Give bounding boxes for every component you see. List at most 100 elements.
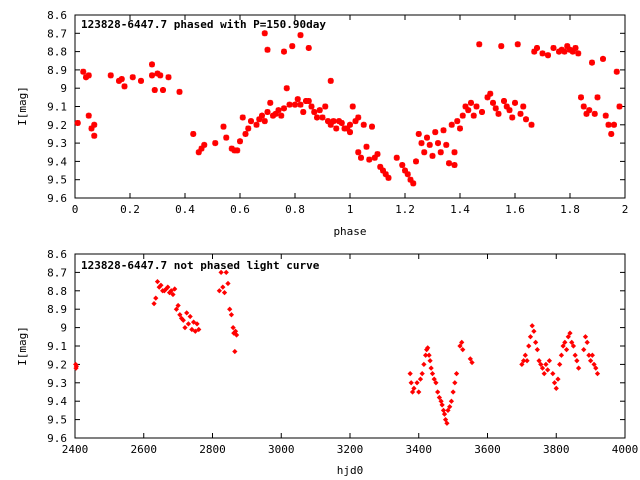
data-point — [421, 149, 428, 156]
data-point — [428, 365, 434, 371]
data-point — [594, 94, 601, 101]
data-point — [278, 112, 285, 119]
data-point — [399, 162, 406, 169]
data-point — [527, 334, 534, 340]
data-point — [369, 123, 375, 130]
data-point — [460, 347, 466, 353]
data-point — [184, 310, 190, 316]
data-point — [225, 280, 231, 287]
data-point — [435, 140, 441, 147]
axis-ticks: 0 0.2 0.4 0.6 0.8 1 1.2 1.4 1.6 1.8 2 8.6 8.7 8.8 8.9 9… — [47, 9, 628, 216]
data-point — [218, 269, 224, 276]
data-point — [429, 370, 436, 377]
data-point — [469, 359, 475, 366]
data-point — [382, 171, 389, 178]
data-point — [198, 145, 205, 152]
data-point — [536, 358, 542, 364]
data-point — [182, 324, 188, 331]
data-point — [558, 352, 565, 358]
data-point — [138, 77, 144, 84]
data-point — [407, 176, 414, 183]
data-point — [300, 108, 307, 115]
data-point — [574, 358, 580, 364]
data-point — [305, 44, 312, 51]
data-point — [330, 118, 337, 125]
data-point — [333, 125, 340, 132]
data-point — [562, 339, 568, 345]
data-point — [605, 121, 612, 128]
y-tick-label: 8.7 — [47, 266, 67, 279]
data-point — [514, 41, 521, 48]
x-tick-label: 1 — [347, 203, 354, 216]
data-point — [264, 46, 271, 53]
data-point — [459, 112, 466, 119]
data-point — [154, 278, 161, 285]
data-point — [355, 114, 362, 121]
x-tick-label: 0.8 — [285, 203, 305, 216]
data-point — [426, 141, 433, 148]
data-point — [189, 326, 195, 333]
data-point — [444, 420, 450, 426]
data-point — [470, 112, 477, 119]
data-point — [534, 44, 540, 51]
x-tick-label: 3600 — [474, 443, 501, 456]
unphased-light-curve-plot: 123828-6447.7 not phased light curve hjd… — [16, 248, 638, 477]
data-point — [91, 121, 98, 128]
data-point — [569, 339, 575, 345]
data-point — [561, 48, 568, 55]
data-point — [196, 326, 202, 333]
data-point — [572, 352, 578, 358]
data-point — [459, 339, 465, 345]
data-point — [558, 46, 565, 53]
x-tick-label: 0.4 — [175, 203, 195, 216]
chart-title: 123828-6447.7 not phased light curve — [81, 259, 320, 272]
data-point — [575, 365, 582, 371]
data-point — [176, 88, 183, 95]
data-point — [223, 269, 229, 276]
y-axis-label: I[mag] — [16, 326, 29, 366]
data-point — [462, 103, 469, 110]
data-point — [528, 121, 535, 128]
data-point — [74, 119, 81, 126]
data-point — [264, 108, 271, 115]
data-point — [216, 288, 222, 294]
data-point — [413, 158, 419, 165]
data-point — [149, 72, 155, 79]
data-point — [245, 125, 252, 132]
data-point — [393, 154, 400, 161]
data-point — [149, 61, 155, 68]
data-point — [371, 154, 378, 161]
y-tick-label: 9.3 — [47, 137, 67, 150]
data-point — [533, 339, 539, 345]
x-tick-label: 3400 — [406, 443, 433, 456]
x-tick-label: 0.6 — [230, 203, 250, 216]
data-point — [118, 76, 125, 83]
data-point — [212, 140, 219, 147]
data-point — [503, 103, 510, 110]
y-tick-label: 9.4 — [47, 155, 67, 168]
data-point — [441, 411, 448, 417]
data-point — [157, 72, 164, 79]
data-point — [580, 103, 587, 110]
data-point — [613, 68, 620, 75]
data-point — [228, 312, 235, 318]
data-point — [410, 180, 417, 187]
y-tick-label: 8.6 — [47, 9, 67, 22]
data-point — [506, 107, 513, 114]
data-point — [366, 156, 373, 163]
data-point — [227, 306, 233, 312]
data-point — [73, 363, 79, 369]
data-point — [336, 118, 342, 125]
data-point — [479, 108, 485, 115]
data-point — [311, 108, 318, 115]
data-point — [523, 116, 529, 123]
data-point — [539, 365, 546, 371]
y-tick-label: 8.6 — [47, 248, 67, 261]
data-point — [308, 103, 315, 110]
data-point — [572, 44, 579, 51]
data-point — [563, 347, 570, 353]
x-tick-label: 2400 — [62, 443, 89, 456]
data-point — [165, 74, 172, 81]
data-point — [168, 288, 174, 294]
data-point — [121, 83, 128, 90]
